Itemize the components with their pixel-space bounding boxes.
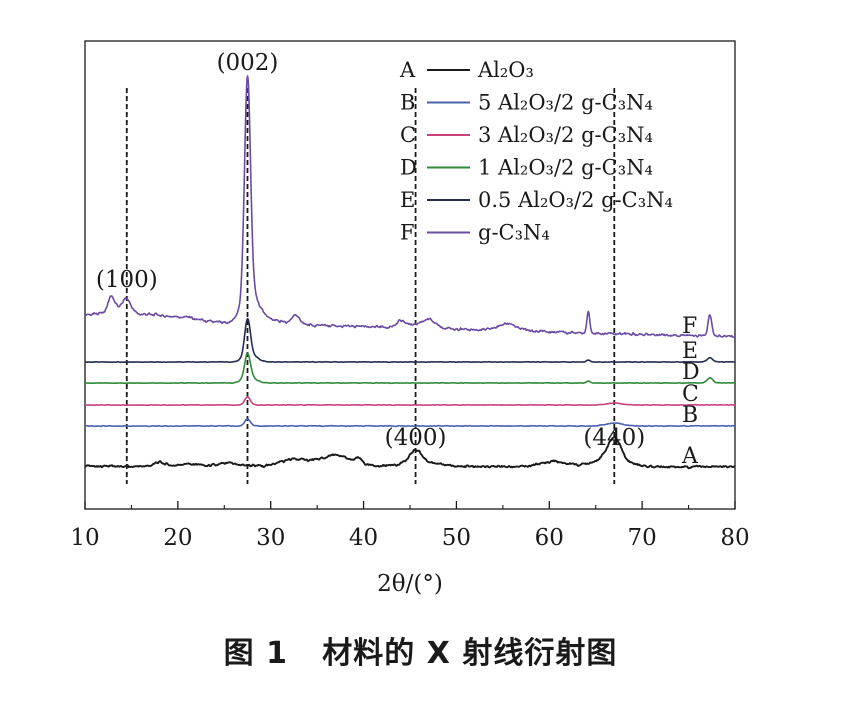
x-tick-label: 10 xyxy=(70,525,99,551)
legend-label: Al₂O₃ xyxy=(477,58,534,82)
legend-key: D xyxy=(400,156,417,180)
curve-letter-a: A xyxy=(681,444,699,469)
series-line-f xyxy=(84,75,736,339)
x-tick-label: 30 xyxy=(256,525,285,551)
peak-label: (400) xyxy=(385,425,447,451)
legend-entry-b: B 5 Al₂O₃/2 g-C₃N₄ xyxy=(400,91,653,115)
peak-label: (100) xyxy=(96,267,158,293)
series-line-c xyxy=(84,396,736,407)
legend-label: 0.5 Al₂O₃/2 g-C₃N₄ xyxy=(478,188,673,212)
legend-label: 1 Al₂O₃/2 g-C₃N₄ xyxy=(478,156,653,180)
curve-letter-e: E xyxy=(682,339,698,364)
series-line-e xyxy=(84,317,736,364)
x-tick-label: 80 xyxy=(720,525,749,551)
x-tick-label: 50 xyxy=(442,525,471,551)
x-tick-label: 70 xyxy=(628,525,657,551)
x-tick-label: 20 xyxy=(163,525,192,551)
legend-key: A xyxy=(399,58,416,82)
legend-key: F xyxy=(400,221,415,245)
legend-key: E xyxy=(400,188,415,212)
legend-label: g-C₃N₄ xyxy=(478,221,550,245)
legend-entry-d: D 1 Al₂O₃/2 g-C₃N₄ xyxy=(400,156,653,180)
x-tick-label: 40 xyxy=(349,525,378,551)
series-line-a xyxy=(84,436,736,470)
peak-label: (002) xyxy=(217,50,279,76)
legend-entry-e: E 0.5 Al₂O₃/2 g-C₃N₄ xyxy=(400,188,673,212)
legend-key: C xyxy=(400,123,416,147)
series-line-d xyxy=(84,352,736,385)
legend-label: 5 Al₂O₃/2 g-C₃N₄ xyxy=(478,91,653,115)
legend-entry-c: C 3 Al₂O₃/2 g-C₃N₄ xyxy=(400,123,653,147)
peak-label: (440) xyxy=(583,425,645,451)
series-line-b xyxy=(84,418,736,428)
curve-letter-d: D xyxy=(682,360,700,385)
curve-letter-b: B xyxy=(682,403,698,428)
legend-label: 3 Al₂O₃/2 g-C₃N₄ xyxy=(478,123,653,147)
curve-letter-c: C xyxy=(682,382,699,407)
curve-letter-f: F xyxy=(682,314,697,339)
legend-entry-a: A Al₂O₃ xyxy=(399,58,534,82)
figure-caption: 图 1 材料的 X 射线衍射图 xyxy=(223,636,618,671)
x-tick-label: 60 xyxy=(535,525,564,551)
x-axis-label: 2θ/(°) xyxy=(377,571,443,597)
legend-key: B xyxy=(400,91,415,115)
